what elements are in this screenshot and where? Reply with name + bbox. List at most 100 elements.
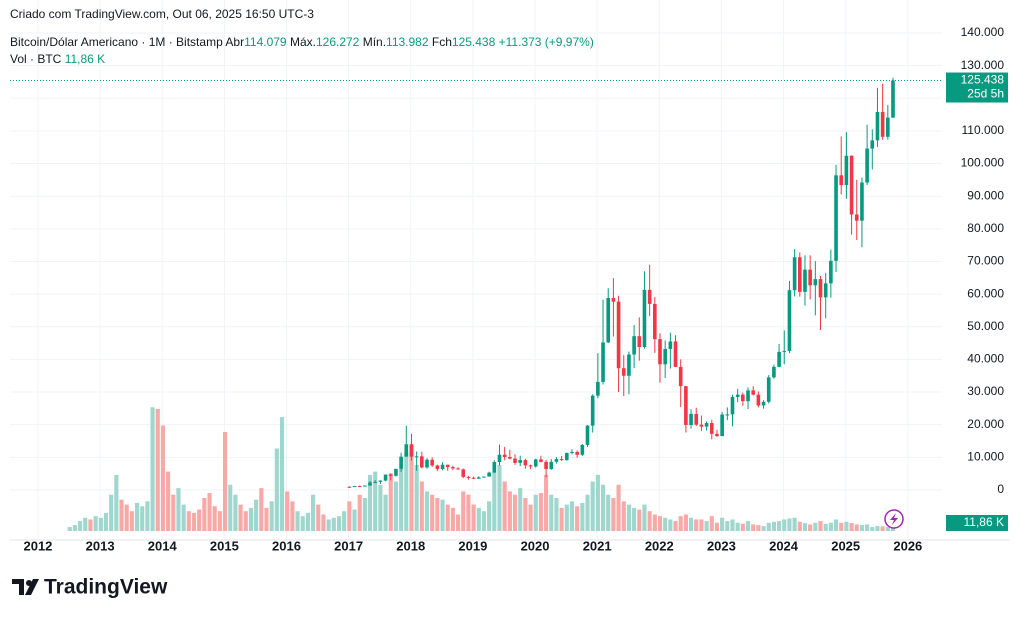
volume-bar [228,484,233,531]
volume-bar [72,525,77,531]
candle-body [735,394,740,397]
volume-bar [823,523,828,531]
candle-body [508,456,512,459]
x-tick-label: 2020 [521,538,550,553]
candle-body [378,480,383,482]
credit: Criado com TradingView.com, Out 06, 2025… [10,7,314,21]
candle-body [580,444,585,455]
volume-bar [600,484,606,531]
volume-bar [264,507,269,531]
volume-bar [103,512,109,531]
volume-bar [476,507,481,531]
volume-bar [528,504,533,531]
y-tick-label: 70.000 [967,254,1004,268]
candle-body [575,451,579,455]
volume-bar [616,484,621,531]
volume-bar [818,521,823,531]
candle-body [761,401,766,406]
candle-body [782,350,787,352]
volume-bar [404,451,409,531]
volume-bar [202,498,207,531]
volume-bar [414,465,419,531]
candle-body [383,474,388,481]
volume-bar [699,519,704,531]
y-tick-label: 90.000 [967,188,1004,202]
volume-bar [518,488,523,531]
volume-bar [709,516,714,531]
volume-bar [704,521,709,531]
candle-body [471,477,476,479]
volume-bar [865,524,870,531]
last-price-label: 125.438 [961,73,1005,87]
volume-bar [285,491,290,531]
volume-bar [119,499,124,531]
candle-body [357,486,362,488]
volume-bar [839,522,844,531]
volume-bar [435,498,440,531]
candle-body [476,477,481,479]
candle-body [834,175,838,261]
volume-bar [331,517,336,531]
volume-bar [269,501,274,531]
x-tick-label: 2017 [334,538,363,553]
volume-bar [725,521,730,531]
candle-body [394,468,398,476]
volume-bar [347,501,352,531]
low-label: Mín. [362,35,387,49]
candle-body [513,458,517,463]
candle-body [368,482,372,486]
volume-bar [336,516,342,531]
volume-bar [140,506,145,531]
volume-bar [98,517,103,531]
volume-bar [352,509,357,531]
candle-body [544,461,548,470]
volume-bar [171,494,176,531]
volume-bar [626,504,632,531]
volume-bar [129,511,134,531]
volume-bar [181,504,186,531]
volume-bar [745,521,751,531]
volume-bar [305,512,310,531]
candle-body [725,414,730,416]
candle-body [590,395,595,426]
candle-body [632,336,636,355]
volume-bar [854,524,859,531]
candle-body [870,140,875,149]
candle-body [502,454,507,457]
volume-bar [611,498,616,531]
candle-body [715,433,719,437]
volume-bar [580,502,585,531]
x-tick-label: 2012 [23,538,52,553]
volume-bar [813,522,818,531]
volume-bar [642,504,647,531]
candle-body [653,303,657,340]
candle-body [601,342,605,382]
volume-bar [316,504,321,531]
volume-bar [134,502,140,531]
candle-body [414,456,419,458]
volume-bar [166,471,171,531]
candle-body [751,390,756,395]
candle-body [363,485,367,487]
volume-bar [808,524,813,531]
volume-bar [797,521,802,531]
volume-bar [450,507,455,531]
candle-body [854,214,859,221]
volume-bar [735,522,740,531]
volume-bar [440,499,445,531]
candle-body [823,283,828,298]
candle-body [523,460,528,466]
x-tick-label: 2015 [210,538,239,553]
volume-bar [492,471,497,531]
candle-body [663,348,667,365]
volume-bar [652,514,657,531]
volume-bar [471,504,476,531]
volume-bar [787,518,792,531]
volume-bar [870,527,875,531]
volume-bar [632,507,637,531]
candle-body [844,155,849,186]
candle-body [420,456,424,468]
volume-bar [248,507,254,531]
volume-bar [497,465,502,531]
volume-bar [424,491,430,531]
